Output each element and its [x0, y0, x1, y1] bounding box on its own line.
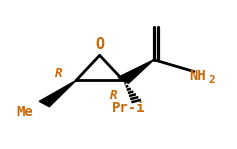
Polygon shape	[39, 80, 76, 107]
Text: R: R	[55, 67, 62, 80]
Polygon shape	[118, 60, 154, 83]
Text: R: R	[110, 89, 118, 102]
Text: O: O	[95, 37, 104, 52]
Text: 2: 2	[209, 75, 215, 85]
Text: Pr-i: Pr-i	[112, 101, 146, 115]
Text: NH: NH	[189, 69, 206, 83]
Text: Me: Me	[16, 105, 33, 119]
